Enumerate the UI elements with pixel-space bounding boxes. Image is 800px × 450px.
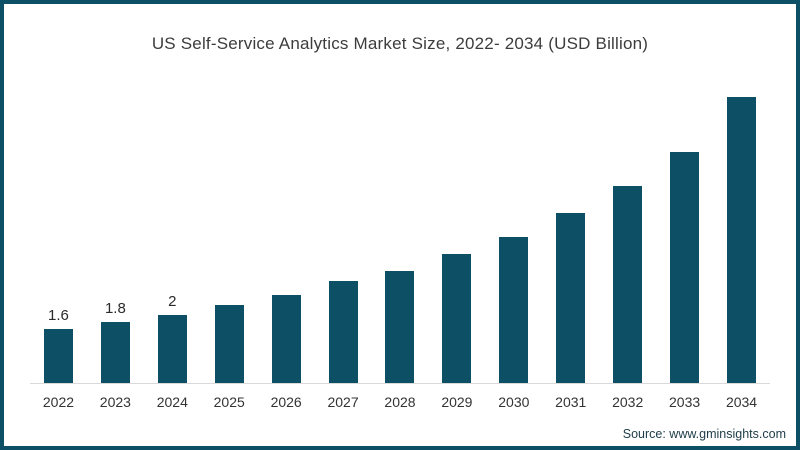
- bar-2033: [670, 151, 700, 383]
- bar-group-2024: 2: [144, 68, 201, 383]
- x-axis-label-2029: 2029: [441, 394, 473, 410]
- x-axis-label-2030: 2030: [498, 394, 530, 410]
- x-axis-label-2022: 2022: [42, 394, 75, 410]
- bar-2022: [43, 328, 73, 383]
- bar-group-2026: [258, 68, 315, 383]
- bar-group-2027: [315, 68, 372, 383]
- bar-group-2028: [372, 68, 429, 383]
- bar-2028: [385, 270, 415, 383]
- bar-2032: [613, 185, 643, 383]
- bar-2026: [271, 294, 301, 383]
- bar-2030: [499, 236, 529, 383]
- x-axis-label-2027: 2027: [327, 394, 359, 410]
- bar-2025: [214, 304, 244, 383]
- x-axis-label-2032: 2032: [612, 394, 644, 410]
- bar-2023: [100, 321, 130, 383]
- x-axis-label-2024: 2024: [156, 394, 188, 410]
- bar-group-2034: [713, 68, 770, 383]
- x-axis-label-2033: 2033: [669, 394, 701, 410]
- x-axis-label-2031: 2031: [555, 394, 587, 410]
- bar-group-2032: [599, 68, 656, 383]
- x-axis-label-2028: 2028: [384, 394, 416, 410]
- x-axis-label-2025: 2025: [213, 394, 245, 410]
- x-axis-label-2026: 2026: [270, 394, 302, 410]
- bar-group-2022: 1.6: [30, 68, 87, 383]
- bar-group-2030: [485, 68, 542, 383]
- bar-2029: [442, 253, 472, 383]
- bar-value-label-2022: 1.6: [48, 306, 69, 324]
- bar-2034: [727, 97, 757, 383]
- source-attribution: Source: www.gminsights.com: [622, 427, 786, 441]
- bar-value-label-2023: 1.8: [104, 299, 126, 317]
- x-axis-label-2023: 2023: [99, 394, 131, 410]
- bar-group-2031: [542, 68, 599, 383]
- bar-2024: [157, 315, 187, 383]
- bar-group-2033: [656, 68, 713, 383]
- x-axis-label-2034: 2034: [725, 394, 758, 410]
- bar-group-2029: [428, 68, 485, 383]
- bar-group-2025: [201, 68, 258, 383]
- bar-value-label-2024: 2: [168, 293, 177, 310]
- bar-2027: [328, 281, 358, 383]
- bar-group-2023: 1.8: [87, 68, 144, 383]
- bar-2031: [556, 213, 586, 383]
- chart-title: US Self-Service Analytics Market Size, 2…: [151, 34, 649, 53]
- x-axis-labels: 2022 2023 2024 2025 2026 2027 2028 2029 2030 2031…: [30, 385, 770, 410]
- plot-area: 1.6 1.8 2: [30, 68, 770, 384]
